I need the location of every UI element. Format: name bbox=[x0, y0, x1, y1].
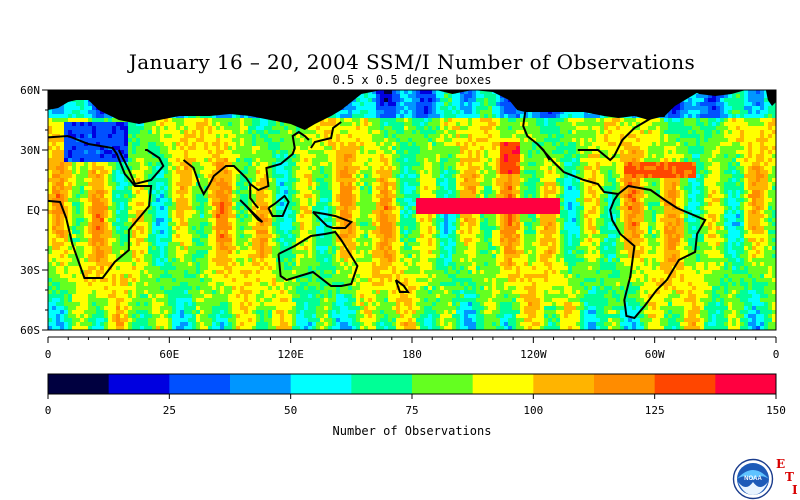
us-west-coast bbox=[522, 111, 551, 161]
north-america-land bbox=[436, 90, 702, 120]
eurasia-land bbox=[48, 90, 382, 130]
map-subtitle: 0.5 x 0.5 degree boxes bbox=[332, 73, 492, 87]
eti-letter-t: T bbox=[785, 470, 794, 484]
map-title: January 16 – 20, 2004 SSM/I Number of Ob… bbox=[128, 50, 696, 74]
lon-tick-label: 120W bbox=[520, 348, 547, 361]
colorbar-swatch bbox=[169, 374, 231, 394]
colorbar-swatch bbox=[715, 374, 777, 394]
borneo-coast bbox=[267, 194, 290, 217]
colorbar-swatch bbox=[533, 374, 595, 394]
lon-tick-label: 0 bbox=[45, 348, 52, 361]
arabia-coast bbox=[117, 149, 165, 186]
colorbar-swatch bbox=[108, 374, 170, 394]
colorbar-tick-label: 50 bbox=[284, 404, 297, 417]
southeast-asia-coast bbox=[249, 130, 310, 192]
sumatra-coast bbox=[239, 199, 264, 223]
colorbar-tick-label: 150 bbox=[766, 404, 786, 417]
lon-tick-label: 0 bbox=[773, 348, 780, 361]
colorbar-swatch bbox=[351, 374, 413, 394]
colorbar-tick-label: 0 bbox=[45, 404, 52, 417]
australia-coast bbox=[277, 230, 359, 287]
colorbar-tick-label: 100 bbox=[523, 404, 543, 417]
colorbar-label: Number of Observations bbox=[332, 424, 492, 438]
colorbar-swatch bbox=[290, 374, 352, 394]
lat-tick-label: 60S bbox=[20, 324, 40, 337]
malay-coast bbox=[249, 184, 260, 209]
japan-coast bbox=[310, 121, 342, 149]
lon-tick-label: 120E bbox=[277, 348, 304, 361]
observation-map bbox=[48, 90, 776, 330]
land-masses bbox=[48, 90, 776, 130]
new-guinea-coast bbox=[312, 211, 354, 229]
colorbar-swatch bbox=[230, 374, 292, 394]
colorbar-swatch bbox=[594, 374, 656, 394]
colorbar: 0 25 50 75 100 125 150 bbox=[45, 373, 786, 417]
colorbar-tick-label: 125 bbox=[645, 404, 665, 417]
lat-tick-label: 60N bbox=[20, 84, 40, 97]
colorbar-swatch bbox=[472, 374, 534, 394]
lon-tick-label: 60E bbox=[159, 348, 179, 361]
lat-tick-label: 30S bbox=[20, 264, 40, 277]
colorbar-tick-label: 75 bbox=[405, 404, 418, 417]
noaa-logo: NOAA bbox=[732, 458, 774, 500]
central-america-coast bbox=[538, 145, 619, 195]
colorbar-swatch bbox=[412, 374, 474, 394]
eti-letter-e: E bbox=[776, 457, 786, 471]
colorbar-swatch bbox=[654, 374, 716, 394]
observation-field bbox=[48, 90, 776, 330]
coastlines bbox=[48, 111, 707, 320]
south-america-coast bbox=[609, 184, 707, 320]
colorbar-swatch bbox=[48, 374, 110, 394]
scandinavia-land bbox=[765, 90, 776, 106]
lon-tick-label: 180 bbox=[402, 348, 422, 361]
noaa-logo-text: NOAA bbox=[744, 476, 762, 482]
lon-tick-label: 60W bbox=[645, 348, 665, 361]
eti-letter-i: I bbox=[792, 483, 798, 497]
us-east-coast bbox=[577, 115, 665, 162]
new-zealand-coast bbox=[394, 279, 410, 293]
colorbar-tick-label: 25 bbox=[163, 404, 176, 417]
africa-coast bbox=[48, 135, 153, 279]
lat-tick-label: EQ bbox=[27, 204, 40, 217]
lat-tick-label: 30N bbox=[20, 144, 40, 157]
greenland-land bbox=[691, 90, 746, 96]
map-axes: 60N 30N EQ 30S 60S 0 60E 120E 180 120W 60W 0 bbox=[20, 84, 779, 361]
india-coast bbox=[182, 159, 252, 197]
